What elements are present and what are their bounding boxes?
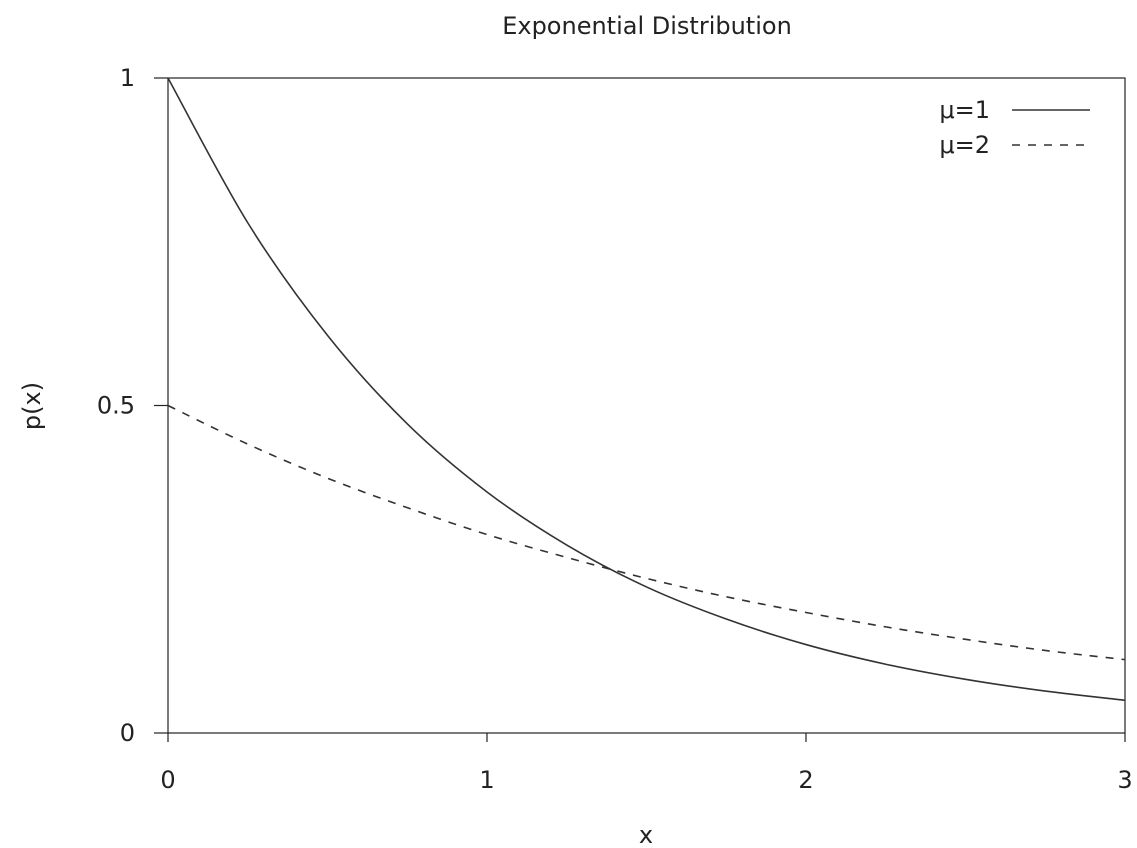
y-axis: 00.51 — [97, 64, 168, 747]
x-tick-label: 0 — [160, 766, 175, 794]
series-layer — [168, 78, 1125, 700]
legend: μ=1 μ=2 — [939, 96, 1090, 159]
y-tick-label: 0 — [120, 719, 135, 747]
series-line-mu-1 — [168, 78, 1125, 700]
x-tick-label: 2 — [798, 766, 813, 794]
x-axis-label: x — [639, 821, 653, 848]
series-line-mu-2 — [168, 406, 1125, 660]
x-tick-label: 1 — [479, 766, 494, 794]
legend-label-mu-1: μ=1 — [939, 96, 990, 124]
chart-title: Exponential Distribution — [502, 12, 792, 40]
x-tick-label: 3 — [1117, 766, 1132, 794]
y-tick-label: 0.5 — [97, 392, 135, 420]
x-axis: 0 1 2 3 — [160, 733, 1132, 794]
y-tick-label: 1 — [120, 64, 135, 92]
y-axis-label: p(x) — [18, 382, 46, 430]
plot-border — [168, 78, 1125, 733]
legend-label-mu-2: μ=2 — [939, 131, 990, 159]
